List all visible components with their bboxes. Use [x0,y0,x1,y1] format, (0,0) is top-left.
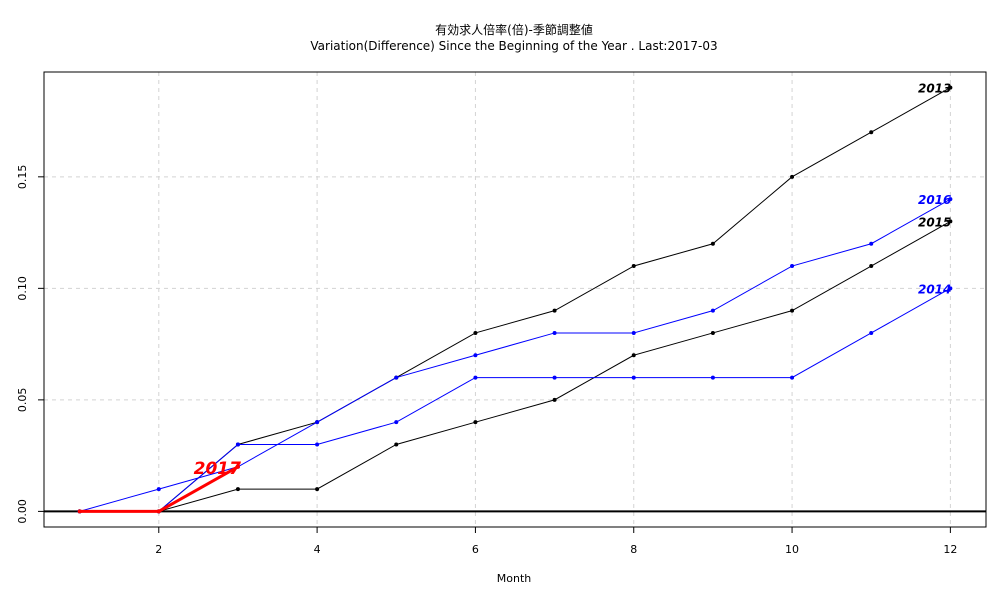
series-line-2016 [79,198,951,512]
data-point [473,353,478,358]
data-point [156,487,161,492]
data-point [235,442,240,447]
series-label-layer: 2013 2015 2016 2014 2017 [194,82,952,479]
series-label-highlight: 2017 [194,459,241,479]
data-point [394,420,399,425]
data-point [235,487,240,492]
series-layer [77,85,953,514]
data-point [948,219,953,224]
y-tick-label: 0.00 [16,499,29,524]
data-point [235,464,240,469]
data-point [948,286,953,291]
x-axis-label: Month [497,572,532,585]
series-2016 [77,197,953,514]
y-tick-label: 0.10 [16,276,29,301]
data-point [394,442,399,447]
series-2017 [77,464,240,514]
y-tick-label: 0.15 [16,165,29,190]
data-point [869,130,874,135]
data-point [710,308,715,313]
data-point [869,241,874,246]
data-point [315,487,320,492]
y-tick-label: 0.05 [16,388,29,413]
series-line-2014 [79,287,951,512]
data-point [948,85,953,90]
data-point [315,420,320,425]
data-point [790,174,795,179]
data-point [473,420,478,425]
chart-title: 有効求人倍率(倍)-季節調整値 [435,22,593,37]
x-axis: 2 4 6 8 10 12 [155,526,957,556]
data-point [631,330,636,335]
data-point [710,241,715,246]
data-point [631,264,636,269]
x-tick-label: 2 [155,543,162,556]
data-point [552,308,557,313]
series-2015 [77,219,953,514]
series-line-2015 [79,221,951,512]
data-point [948,197,953,202]
data-point [710,330,715,335]
data-point [473,375,478,380]
data-point [710,375,715,380]
data-point [552,397,557,402]
series-label: 2013 [918,82,951,96]
data-point [790,264,795,269]
chart-subtitle: Variation(Difference) Since the Beginnin… [310,39,717,53]
data-point [790,308,795,313]
data-point [552,330,557,335]
data-point [869,264,874,269]
data-point [631,375,636,380]
x-tick-label: 8 [630,543,637,556]
data-point [394,375,399,380]
y-axis: 0.00 0.05 0.10 0.15 [16,165,45,524]
data-point [552,375,557,380]
data-point [790,375,795,380]
data-point [315,442,320,447]
x-tick-label: 6 [472,543,479,556]
data-point [869,330,874,335]
series-label: 2014 [918,282,951,296]
series-label: 2016 [918,193,951,207]
x-tick-label: 10 [785,543,799,556]
x-tick-label: 12 [943,543,957,556]
x-tick-label: 4 [314,543,321,556]
data-point [631,353,636,358]
data-point [77,509,82,514]
data-point [473,330,478,335]
data-point [156,509,161,514]
series-label: 2015 [918,215,951,229]
